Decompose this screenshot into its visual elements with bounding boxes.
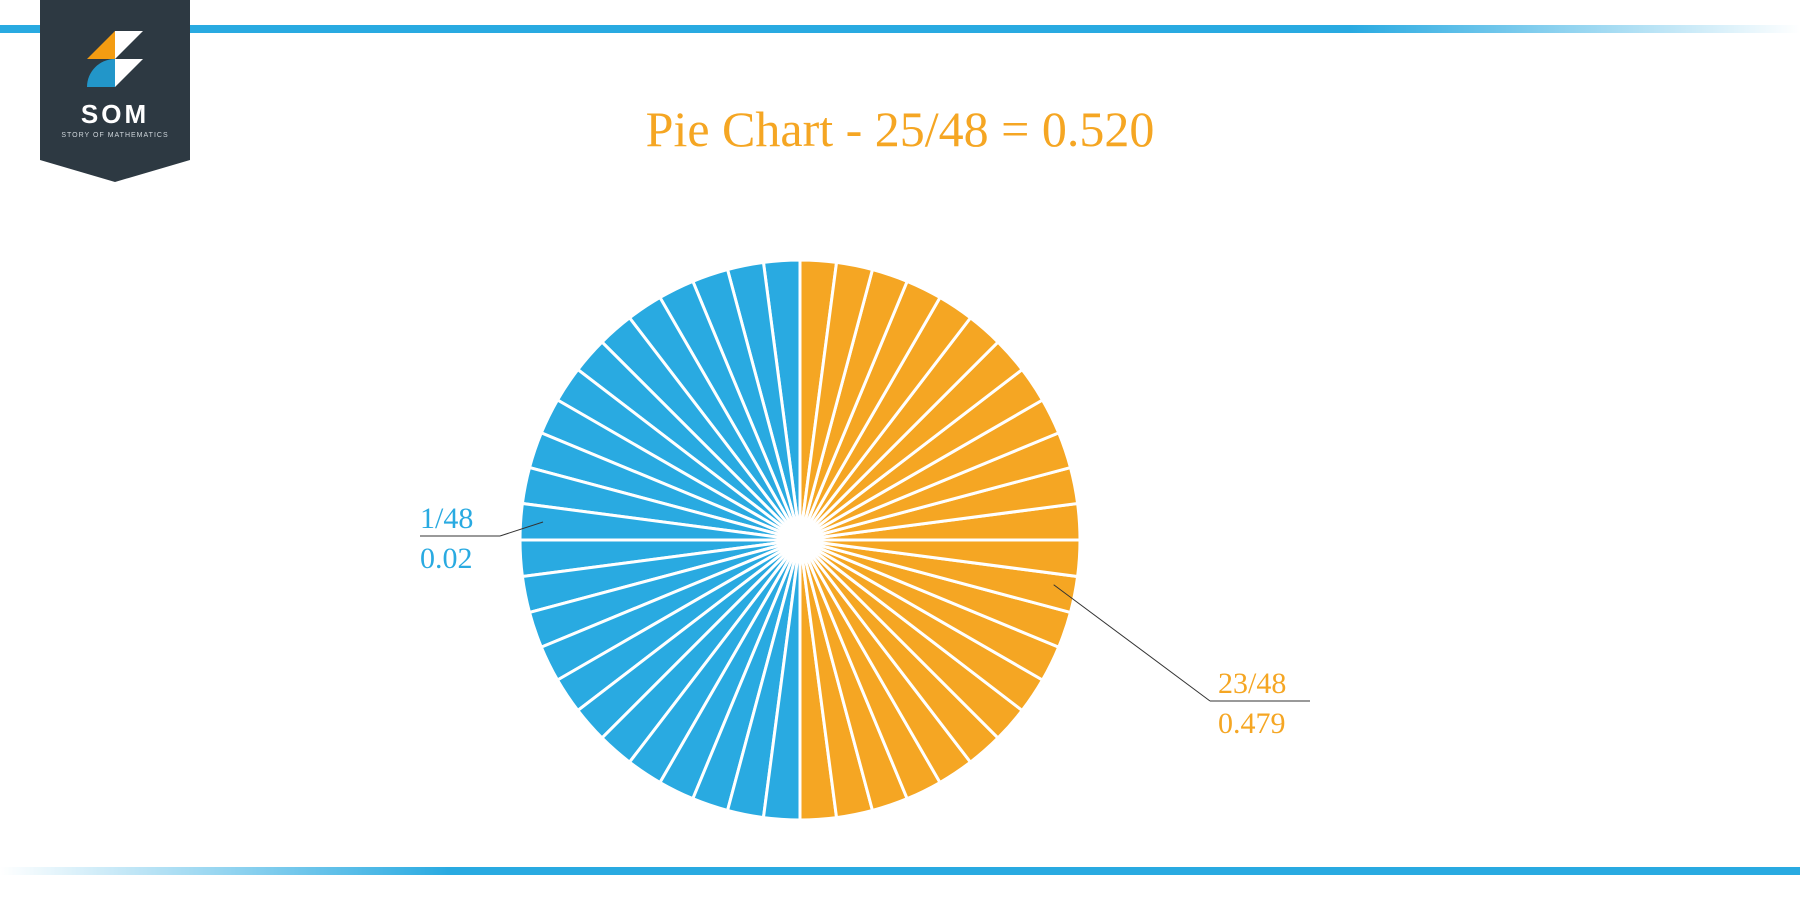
logo-icon	[87, 31, 143, 87]
callout-decimal: 0.479	[1218, 707, 1286, 740]
chart-title: Pie Chart - 25/48 = 0.520	[0, 100, 1800, 158]
pie-chart: 1/48 0.02 23/48 0.479	[0, 200, 1800, 840]
callout-fraction: 1/48	[420, 502, 473, 535]
callout-leader	[1054, 585, 1210, 701]
top-accent-bar	[0, 25, 1800, 33]
callout-decimal: 0.02	[420, 542, 473, 575]
pie-center	[790, 530, 810, 550]
callout-fraction: 23/48	[1218, 667, 1286, 700]
